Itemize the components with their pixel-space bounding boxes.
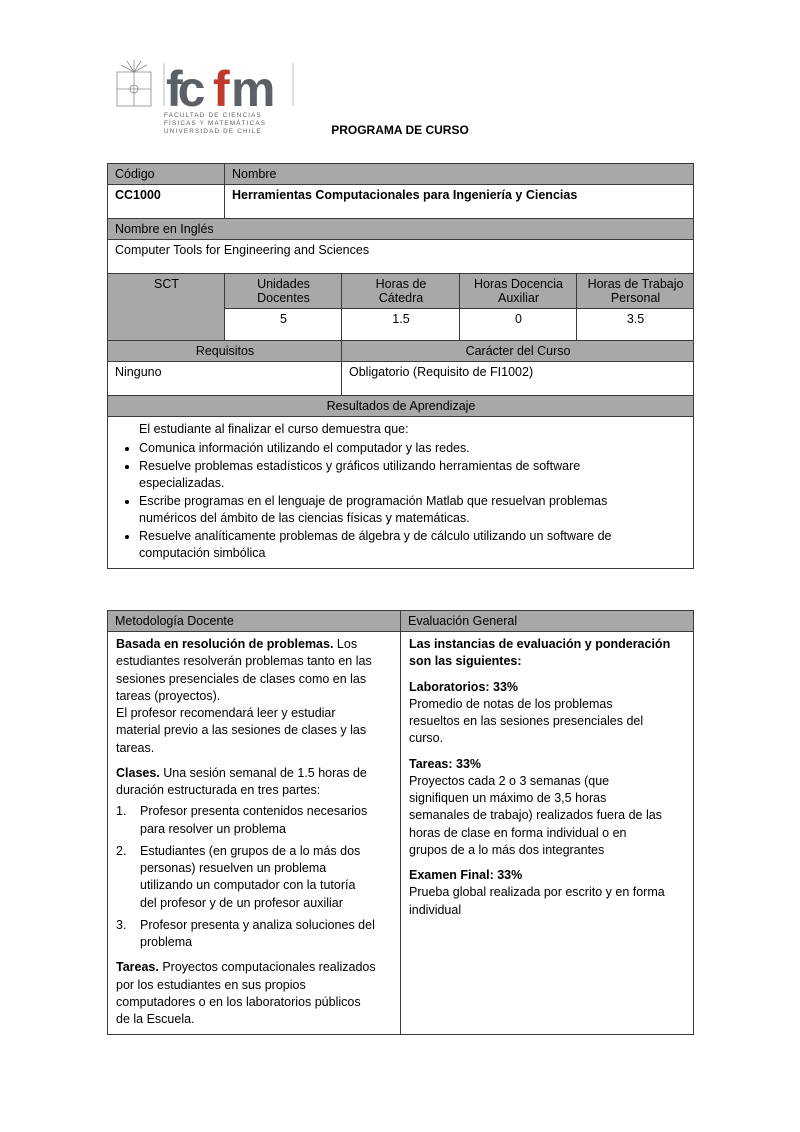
svg-text:FACULTAD DE CIENCIAS: FACULTAD DE CIENCIAS [164,112,262,119]
svg-text:fc: fc [166,61,205,117]
svg-text:f: f [213,61,230,117]
svg-text:m: m [231,61,273,117]
